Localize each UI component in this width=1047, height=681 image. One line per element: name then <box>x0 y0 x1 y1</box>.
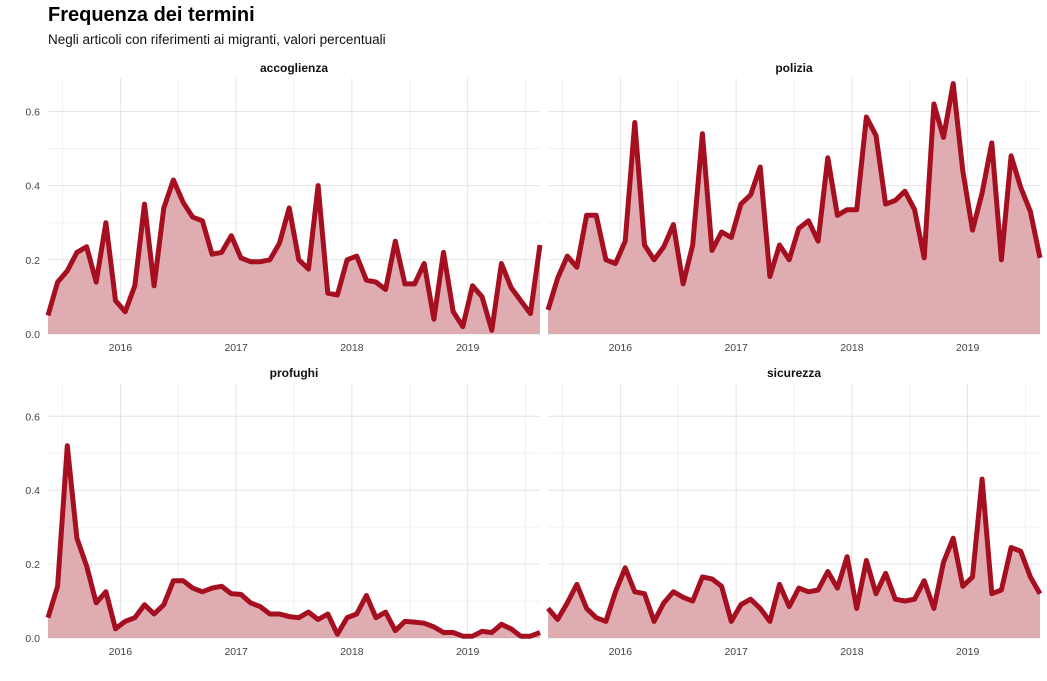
y-tick-label: 0.6 <box>25 411 40 423</box>
x-tick-label: 2017 <box>724 646 748 658</box>
y-tick-label: 0.0 <box>25 633 40 645</box>
x-tick-label: 2019 <box>956 646 980 658</box>
panel-title: accoglienza <box>260 61 328 75</box>
accoglienza-line <box>45 177 543 333</box>
sicurezza-line <box>546 476 1043 624</box>
polizia-area <box>548 83 1040 334</box>
y-tick-label: 0.6 <box>25 106 40 118</box>
x-tick-label: 2016 <box>109 342 133 354</box>
x-tick-label: 2017 <box>224 342 248 354</box>
chart-title: Frequenza dei termini <box>48 4 255 26</box>
y-tick-label: 0.4 <box>25 181 40 193</box>
y-tick-label: 0.4 <box>25 485 40 497</box>
x-tick-label: 2019 <box>956 342 980 354</box>
panel-title: sicurezza <box>767 366 821 380</box>
x-tick-label: 2018 <box>340 646 364 658</box>
x-tick-label: 2018 <box>840 646 864 658</box>
x-tick-label: 2019 <box>456 646 480 658</box>
x-tick-label: 2018 <box>340 342 364 354</box>
y-tick-label: 0.2 <box>25 255 40 267</box>
profughi-line <box>45 443 541 639</box>
polizia-line <box>545 81 1043 311</box>
x-tick-label: 2016 <box>609 342 633 354</box>
x-tick-label: 2017 <box>724 342 748 354</box>
panel-title: profughi <box>270 366 319 380</box>
chart-subtitle: Negli articoli con riferimenti ai migran… <box>48 32 386 47</box>
x-tick-label: 2017 <box>224 646 248 658</box>
y-tick-label: 0.0 <box>25 329 40 341</box>
x-tick-label: 2018 <box>840 342 864 354</box>
x-tick-label: 2016 <box>609 646 633 658</box>
accoglienza-area <box>48 180 540 334</box>
panel-title: polizia <box>775 61 813 75</box>
y-tick-label: 0.2 <box>25 559 40 571</box>
x-tick-label: 2019 <box>456 342 480 354</box>
x-tick-label: 2016 <box>109 646 133 658</box>
